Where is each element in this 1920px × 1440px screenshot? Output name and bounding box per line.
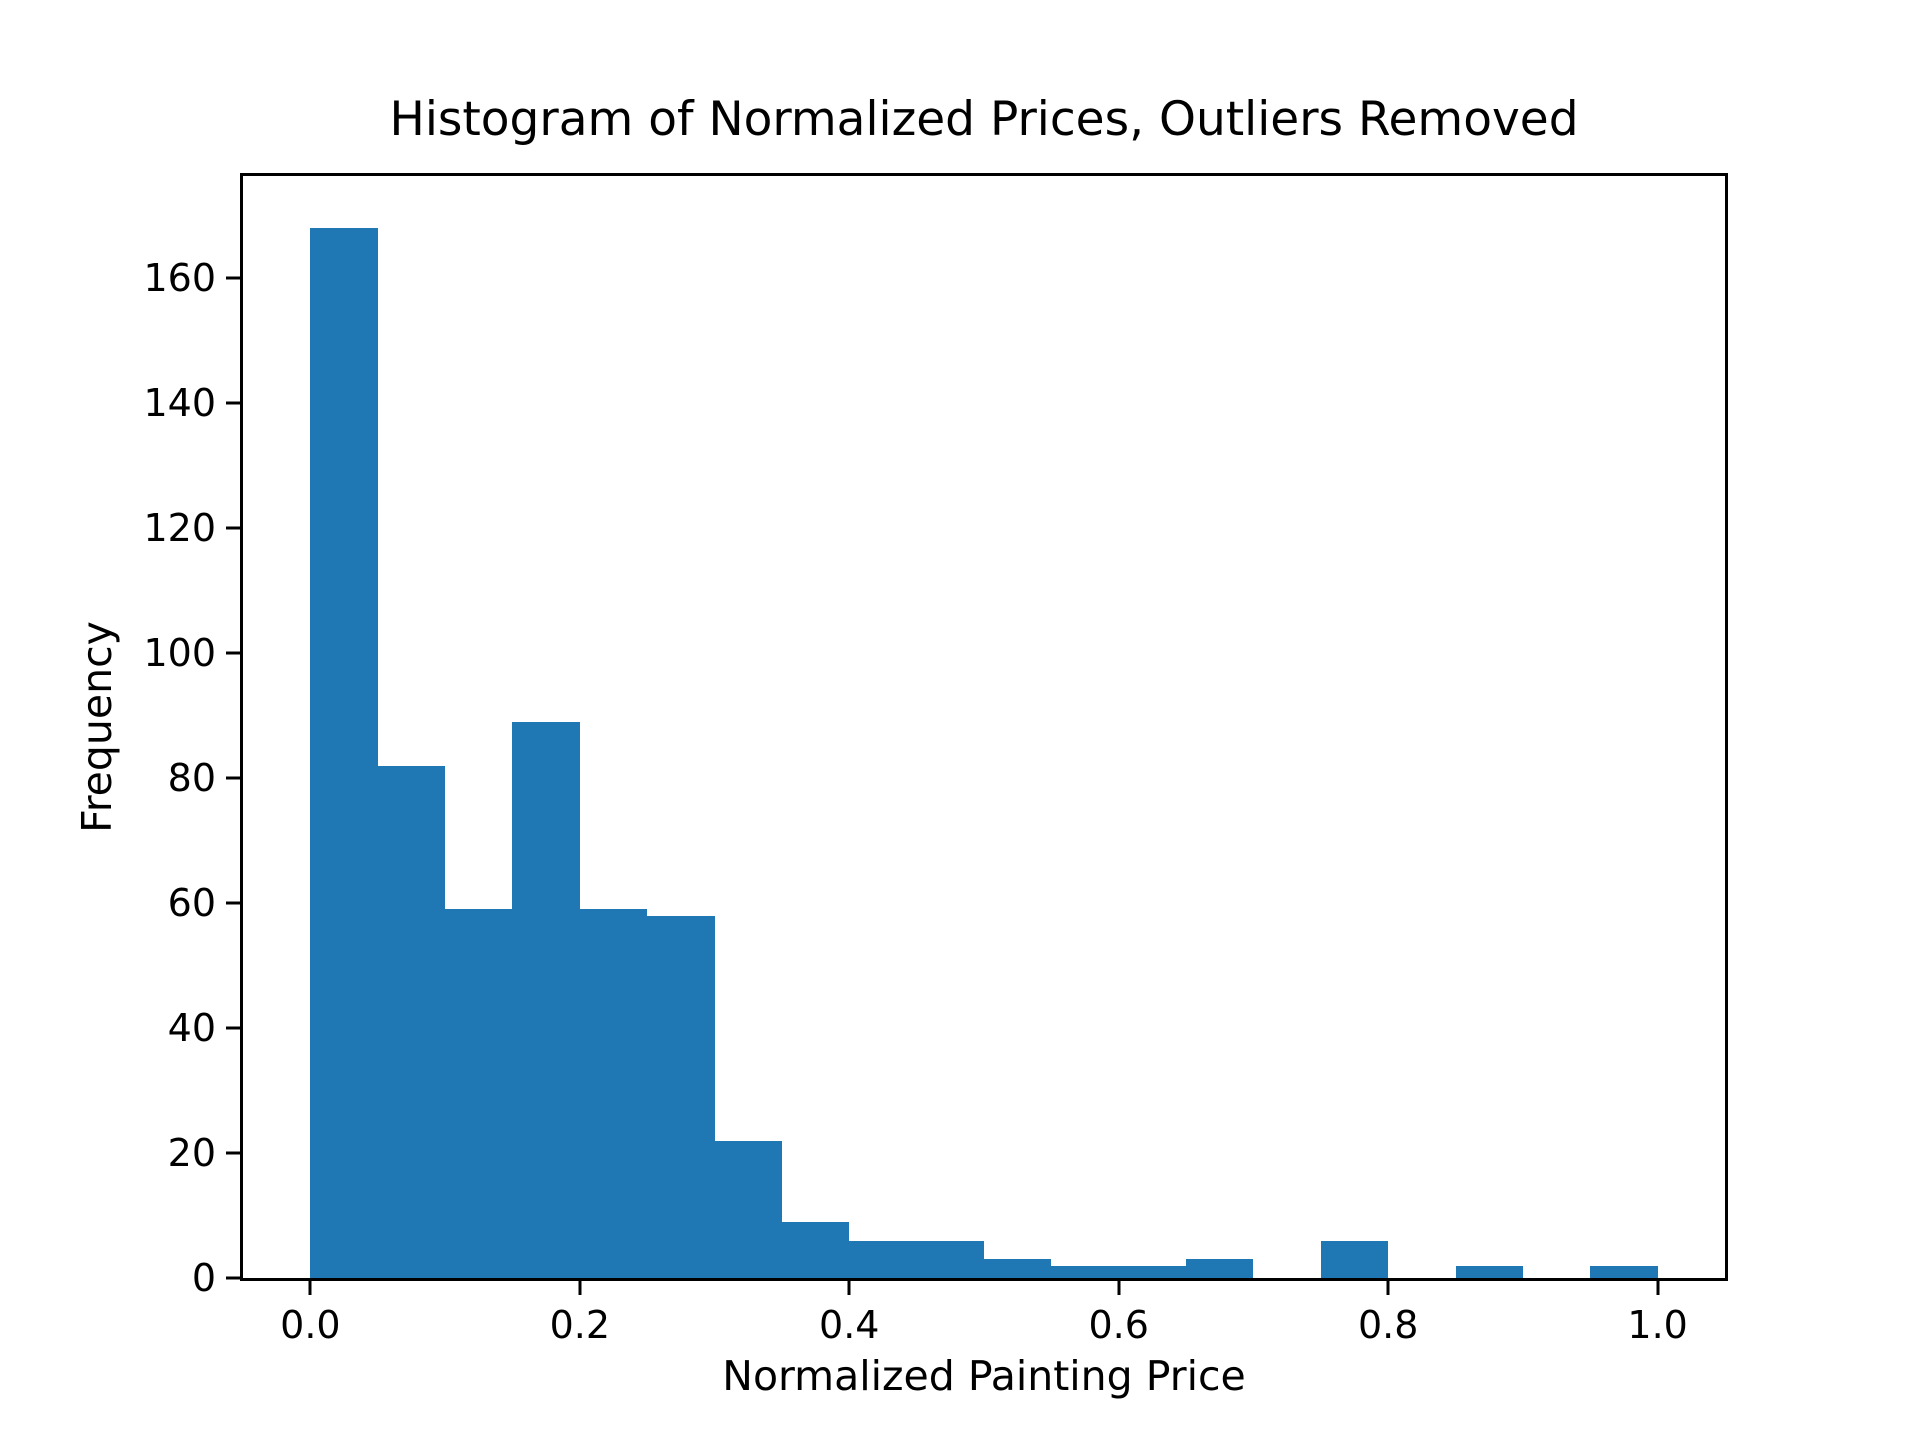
histogram-bar bbox=[1118, 1265, 1187, 1278]
x-tick-mark bbox=[847, 1281, 851, 1295]
y-tick-label: 0 bbox=[191, 1256, 216, 1300]
histogram-bar bbox=[714, 1140, 782, 1278]
x-tick-mark bbox=[578, 1281, 582, 1295]
y-tick-label: 120 bbox=[143, 506, 216, 551]
y-axis-label: Frequency bbox=[73, 621, 121, 833]
y-tick-mark bbox=[226, 401, 240, 405]
y-tick-label: 60 bbox=[167, 881, 216, 926]
plot-area: 0.0 0.2 0.4 0.6 0.8 1.0 0 20 40 60 80 100 120 140 160 bbox=[143, 173, 1728, 1347]
histogram-bar bbox=[1186, 1259, 1254, 1278]
x-tick-mark bbox=[1117, 1281, 1121, 1295]
x-tick-label: 0.6 bbox=[1088, 1303, 1149, 1347]
histogram-bar bbox=[849, 1240, 917, 1278]
y-tick-label: 40 bbox=[167, 1006, 216, 1051]
y-tick-label: 160 bbox=[143, 256, 216, 301]
y-tick-mark bbox=[226, 651, 240, 655]
histogram-bar bbox=[1590, 1265, 1658, 1278]
y-tick-mark bbox=[226, 901, 240, 905]
histogram-bar bbox=[647, 915, 715, 1278]
histogram-bar bbox=[1051, 1265, 1119, 1278]
y-tick-label: 100 bbox=[143, 631, 216, 676]
x-tick-label: 0.2 bbox=[549, 1303, 611, 1347]
histogram-bar bbox=[1455, 1265, 1523, 1278]
x-tick-mark bbox=[1386, 1281, 1390, 1295]
y-tick-label: 140 bbox=[143, 381, 216, 426]
histogram-bar bbox=[310, 228, 378, 1278]
y-tick-mark bbox=[226, 1276, 240, 1280]
histogram-bar bbox=[512, 722, 580, 1278]
histogram-bar bbox=[377, 765, 446, 1278]
chart-title: Histogram of Normalized Prices, Outliers… bbox=[389, 92, 1579, 147]
y-tick-mark bbox=[226, 1151, 240, 1155]
y-tick-mark bbox=[226, 776, 240, 780]
x-tick-label: 0.0 bbox=[280, 1303, 341, 1347]
histogram-bar bbox=[445, 909, 513, 1278]
x-tick-label: 0.8 bbox=[1357, 1303, 1419, 1347]
x-tick-mark bbox=[1656, 1281, 1660, 1295]
histogram-bar bbox=[984, 1259, 1052, 1278]
x-tick-label: 0.4 bbox=[819, 1303, 880, 1347]
histogram-bar bbox=[1320, 1240, 1389, 1278]
x-tick-mark bbox=[308, 1281, 312, 1295]
y-tick-label: 80 bbox=[167, 756, 216, 801]
y-tick-mark bbox=[226, 526, 240, 530]
y-tick-mark bbox=[226, 276, 240, 280]
histogram-bar bbox=[579, 909, 648, 1278]
y-tick-label: 20 bbox=[167, 1131, 216, 1176]
x-axis-label: Normalized Painting Price bbox=[722, 1352, 1246, 1400]
x-tick-label: 1.0 bbox=[1627, 1303, 1688, 1347]
histogram-bar bbox=[916, 1240, 984, 1278]
histogram-bar bbox=[781, 1221, 850, 1278]
y-tick-mark bbox=[226, 1026, 240, 1030]
